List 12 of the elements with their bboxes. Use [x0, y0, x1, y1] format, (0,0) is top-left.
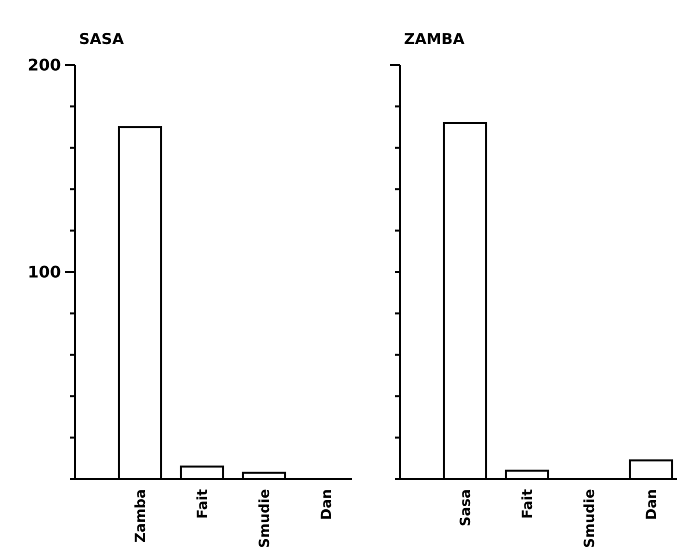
- x-tick-label: Fait: [194, 488, 211, 519]
- y-tick-label: 100: [28, 262, 61, 282]
- x-tick-label: Sasa: [458, 489, 474, 526]
- chart-title: SASA: [79, 30, 124, 48]
- chart-title: ZAMBA: [404, 30, 465, 48]
- x-tick-label: Dan: [318, 489, 335, 520]
- y-tick-label: 200: [28, 56, 61, 75]
- x-tick-label: Zamba: [132, 489, 149, 543]
- x-tick-label: Smudie: [256, 489, 273, 548]
- x-tick-label: Smudie: [582, 489, 598, 548]
- x-tick-label: Dan: [644, 489, 660, 520]
- x-tick-label: Fait: [520, 488, 536, 519]
